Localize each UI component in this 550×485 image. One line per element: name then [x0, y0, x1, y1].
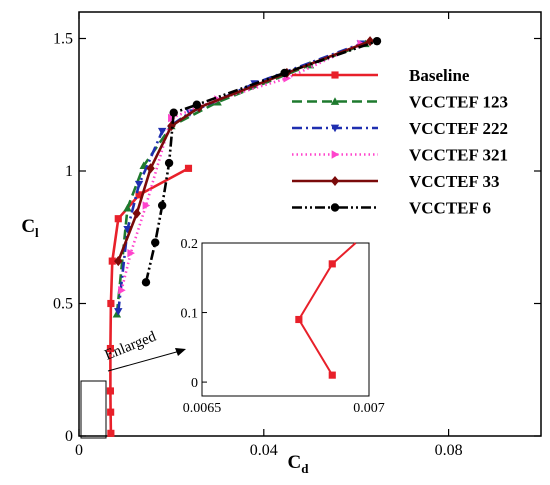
inset-data-point [329, 260, 336, 267]
data-point-baseline [115, 215, 122, 222]
legend-entry-vcctef-33: VCCTEF 33 [292, 172, 500, 191]
data-point-vcctef-6 [193, 101, 201, 109]
y-tick-label: 1 [65, 163, 73, 180]
legend-entry-vcctef-321: VCCTEF 321 [292, 146, 508, 165]
legend-entry-vcctef-222: VCCTEF 222 [292, 119, 508, 138]
legend-entry-vcctef-6: VCCTEF 6 [292, 199, 491, 218]
legend-swatch-marker [331, 203, 339, 211]
inset-y-tick-label: 0.1 [181, 307, 199, 322]
data-point-baseline [107, 300, 114, 307]
legend: Baseline VCCTEF 123 VCCTEF 222 VCCTEF 321 VC… [292, 66, 508, 218]
legend-label: VCCTEF 6 [409, 199, 491, 218]
x-axis-label-subscript: d [301, 461, 309, 476]
data-point-baseline [185, 165, 192, 172]
data-point-vcctef-6 [280, 69, 288, 77]
y-tick-label: 0.5 [53, 296, 73, 313]
inset-y-tick-label: 0.2 [181, 237, 199, 252]
legend-swatch-marker [332, 150, 340, 158]
legend-label: VCCTEF 321 [409, 146, 508, 165]
data-point-vcctef-6 [170, 109, 178, 117]
y-axis-label-subscript: l [35, 225, 39, 240]
legend-swatch-marker [331, 176, 339, 186]
y-tick-label: 0 [65, 428, 73, 445]
legend-label: Baseline [409, 66, 470, 85]
data-point-vcctef-6 [158, 201, 166, 209]
legend-label: VCCTEF 33 [409, 172, 500, 191]
data-point-vcctef-6 [142, 278, 150, 286]
inset-plot-frame [202, 243, 369, 396]
x-tick-label: 0.04 [250, 442, 278, 459]
y-axis-label: Cl [21, 216, 39, 240]
data-point-baseline [107, 387, 114, 394]
inset-x-tick-label: 0.0065 [183, 401, 222, 416]
data-point-baseline [107, 409, 114, 416]
legend-label: VCCTEF 123 [409, 93, 508, 112]
inset-y-tick-label: 0 [191, 376, 198, 391]
inset-data-point [329, 372, 336, 379]
legend-entry-vcctef-123: VCCTEF 123 [292, 93, 508, 112]
enlarged-arrow-head [175, 348, 186, 356]
inset-x-tick-label: 0.007 [353, 401, 385, 416]
x-tick-label: 0.08 [435, 442, 463, 459]
data-point-vcctef-6 [151, 238, 159, 246]
data-point-baseline [107, 430, 114, 437]
inset-data-point [295, 316, 302, 323]
legend-swatch-marker [331, 71, 338, 78]
enlarged-region-box [81, 381, 106, 438]
legend-entry-baseline: Baseline [292, 66, 470, 85]
series-line-baseline [110, 168, 188, 433]
x-tick-label: 0 [75, 442, 83, 459]
data-point-vcctef-6 [165, 159, 173, 167]
y-tick-label: 1.5 [53, 31, 73, 48]
x-axis-label: Cd [288, 452, 310, 476]
legend-label: VCCTEF 222 [409, 119, 508, 138]
data-point-vcctef-6 [373, 37, 381, 45]
